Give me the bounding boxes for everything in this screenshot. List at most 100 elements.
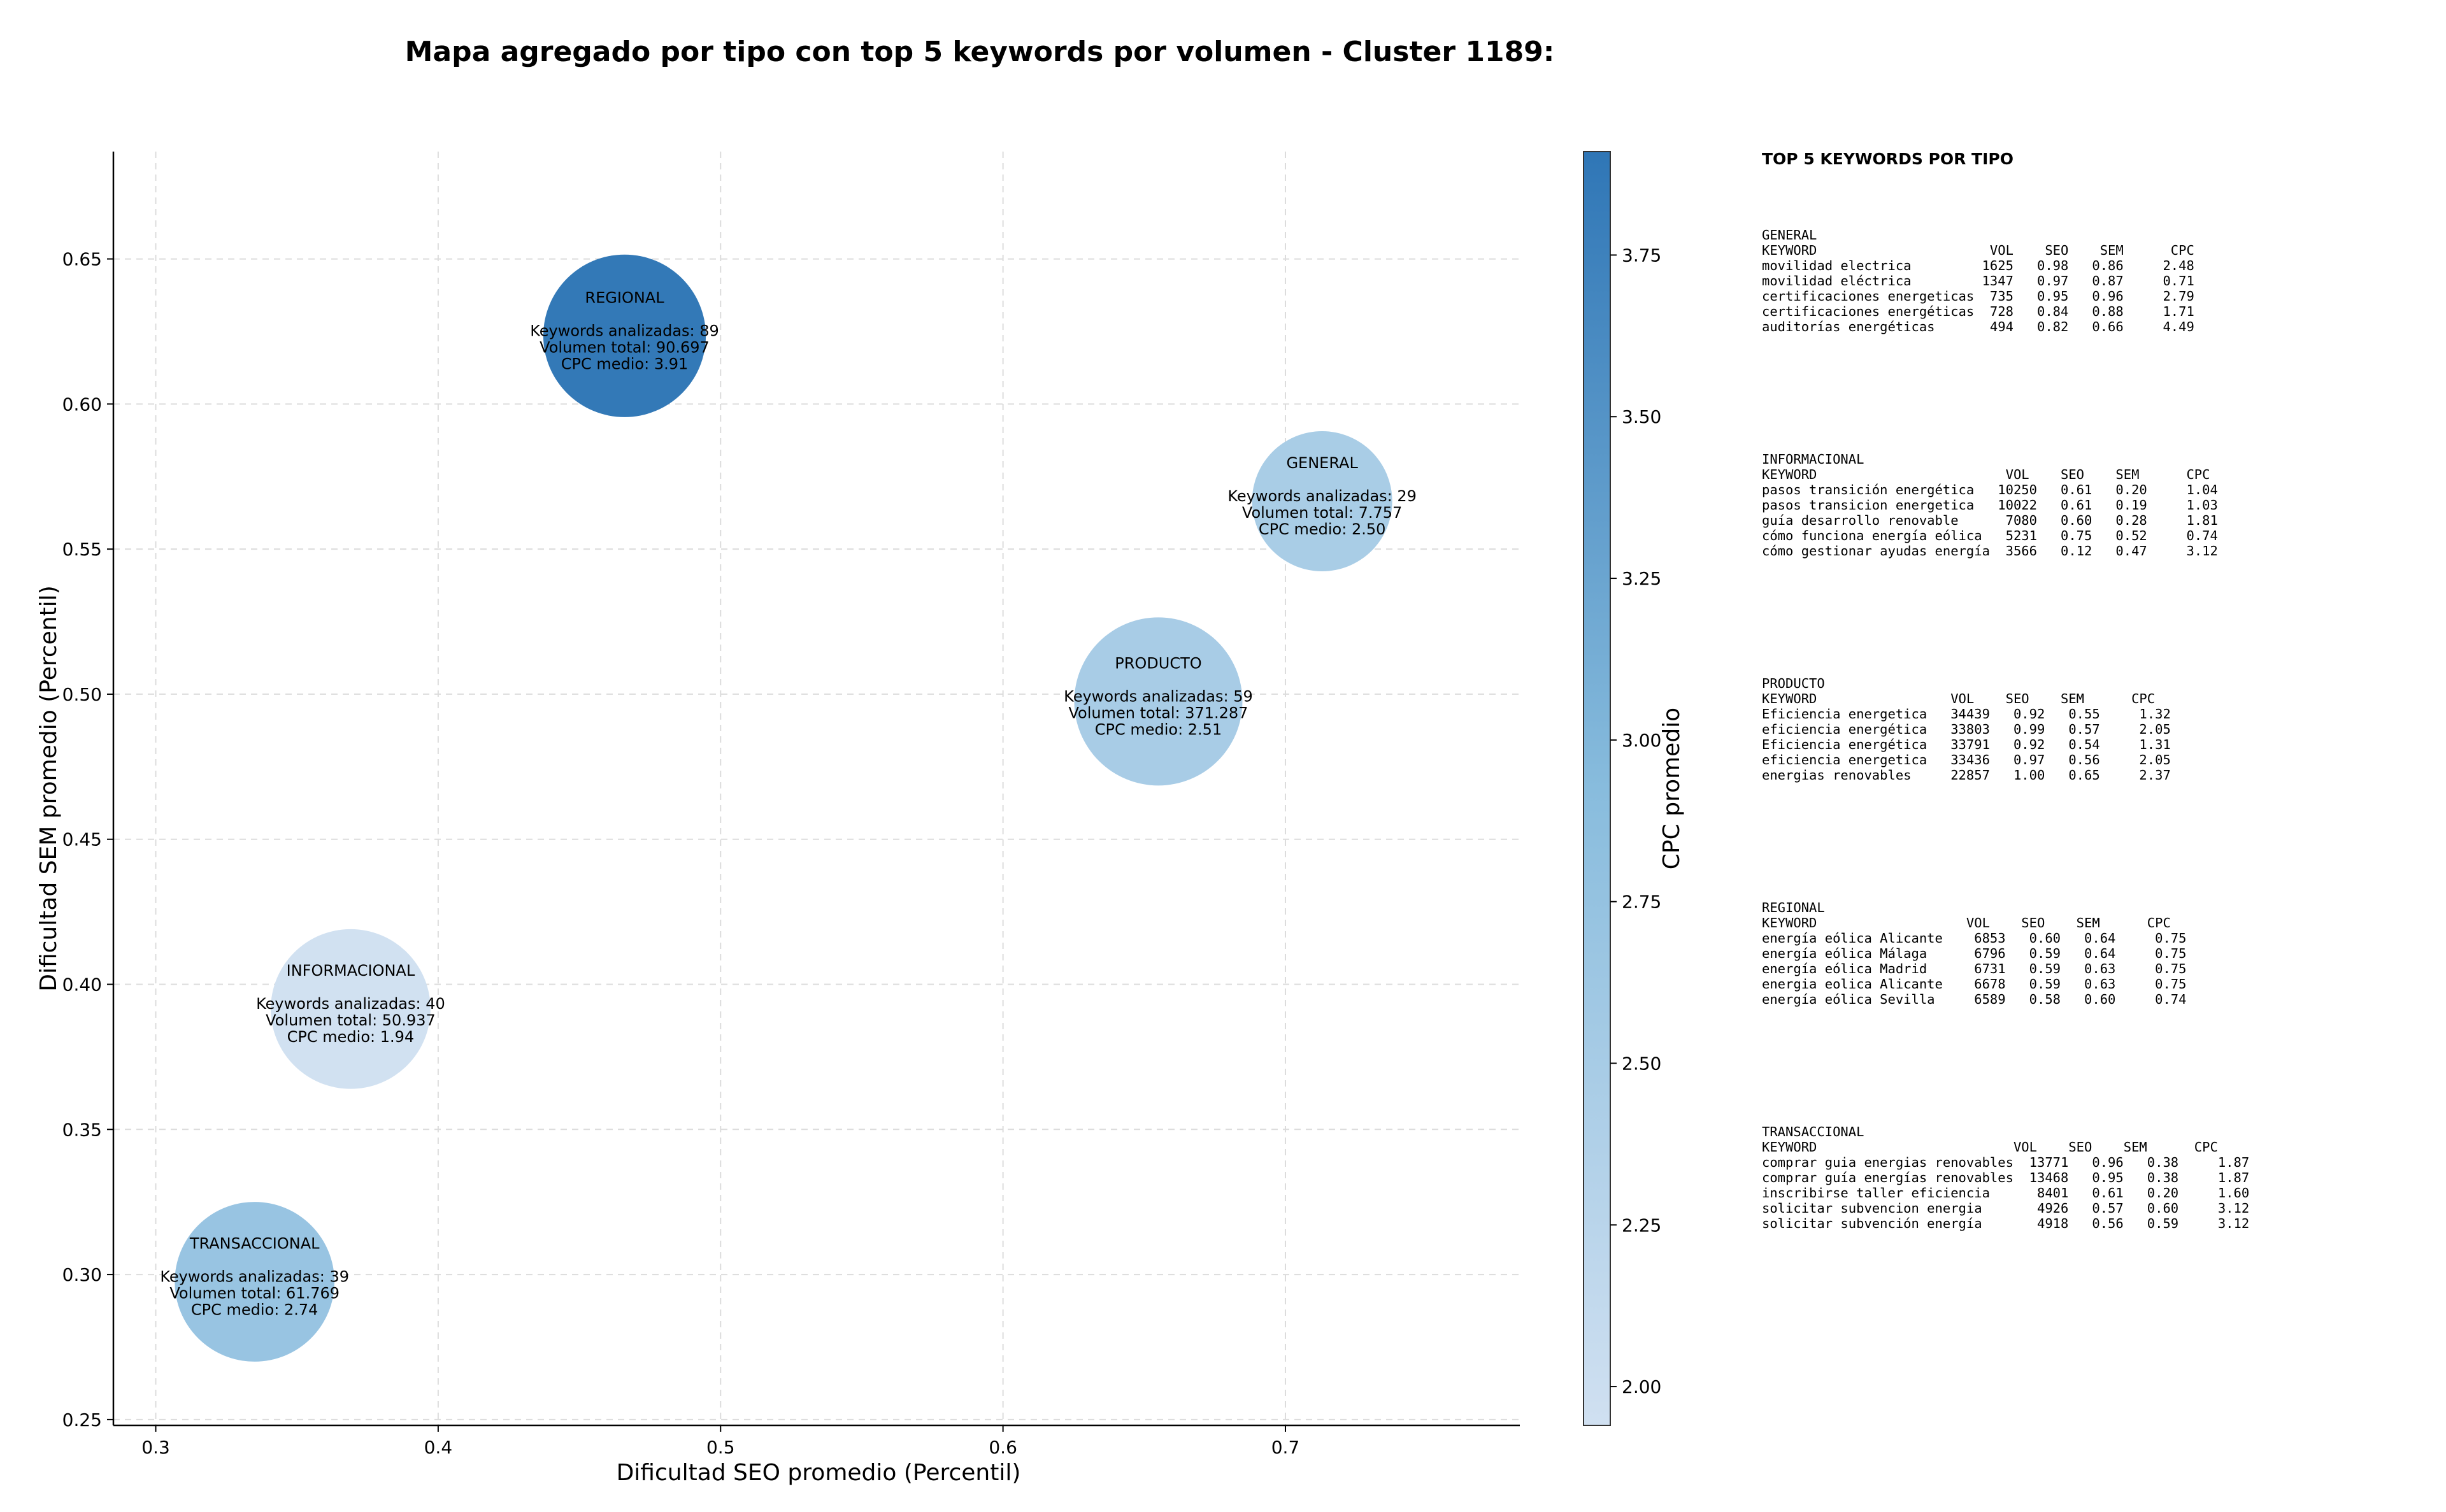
axes: 0.3 0.4 0.5 0.6 0.7 0.25 0.30 0.35 0.40 0.45 0.50 0…: [62, 152, 1520, 1458]
colorbar-tick-label: 2.00: [1622, 1376, 1661, 1397]
keywords-table-row: energía eólica Alicante 6853 0.60 0.64 0…: [1762, 931, 2186, 946]
bubble-type-label: REGIONAL: [585, 289, 664, 306]
bubble-keywords-label: Keywords analizadas: 29: [1227, 487, 1417, 505]
keywords-table-row: cómo funciona energía eólica 5231 0.75 0…: [1762, 528, 2218, 543]
keywords-block-title: GENERAL: [1762, 227, 1817, 243]
y-tick-label: 0.35: [62, 1119, 102, 1140]
keywords-table-row: comprar guía energías renovables 13468 0…: [1762, 1170, 2249, 1185]
keywords-table-header: KEYWORD VOL SEO SEM CPC: [1762, 915, 2171, 931]
keywords-table-row: energía eólica Málaga 6796 0.59 0.64 0.7…: [1762, 946, 2186, 961]
colorbar-tick-label: 2.50: [1622, 1053, 1661, 1074]
bubble-keywords-label: Keywords analizadas: 89: [530, 322, 719, 339]
y-tick-label: 0.55: [62, 539, 102, 560]
bubble-volume-label: Volumen total: 7.757: [1242, 504, 1402, 522]
x-axis-label: Dificultad SEO promedio (Percentil): [617, 1460, 1021, 1486]
y-axis-label: Dificultad SEM promedio (Percentil): [36, 585, 62, 992]
bubble-type-label: TRANSACCIONAL: [189, 1234, 320, 1252]
keywords-table-row: Eficiencia energética 33791 0.92 0.54 1.…: [1762, 737, 2171, 752]
keywords-panel-heading: TOP 5 KEYWORDS POR TIPO: [1762, 150, 2013, 168]
colorbar-tick-label: 3.50: [1622, 406, 1661, 427]
keywords-table-header: KEYWORD VOL SEO SEM CPC: [1762, 467, 2210, 482]
bubble-volume-label: Volumen total: 90.697: [540, 338, 710, 356]
bubble-type-label: INFORMACIONAL: [287, 962, 415, 980]
keywords-table-row: Eficiencia energetica 34439 0.92 0.55 1.…: [1762, 706, 2171, 722]
keywords-table-row: eficiencia energética 33803 0.99 0.57 2.…: [1762, 722, 2171, 737]
figure-title: Mapa agregado por tipo con top 5 keyword…: [405, 36, 1555, 68]
keywords-table-header: KEYWORD VOL SEO SEM CPC: [1762, 691, 2155, 706]
bubble-mark: [1074, 617, 1243, 786]
keywords-table-row: pasos transicion energetica 10022 0.61 0…: [1762, 497, 2218, 513]
colorbar-ticks: 2.00 2.25 2.50 2.75 3.00 3.25 3.50 3.75: [1610, 245, 1661, 1397]
bubble-informacional: INFORMACIONAL Keywords analizadas: 40Volu…: [256, 929, 445, 1089]
keywords-block-title: PRODUCTO: [1762, 676, 1825, 691]
keywords-table-row: energia eolica Alicante 6678 0.59 0.63 0…: [1762, 976, 2186, 992]
x-tick-label: 0.3: [141, 1437, 170, 1458]
keywords-block-title: INFORMACIONAL: [1762, 452, 1864, 467]
keywords-table-row: energias renovables 22857 1.00 0.65 2.37: [1762, 767, 2171, 783]
keywords-table-row: cómo gestionar ayudas energía 3566 0.12 …: [1762, 543, 2218, 559]
bubble-keywords-label: Keywords analizadas: 40: [256, 995, 445, 1013]
y-tick-label: 0.45: [62, 829, 102, 850]
keywords-table-row: movilidad eléctrica 1347 0.97 0.87 0.71: [1762, 273, 2194, 289]
colorbar: [1583, 151, 1611, 1426]
colorbar-tick-label: 3.75: [1622, 245, 1661, 266]
keywords-table-row: solicitar subvención energía 4918 0.56 0…: [1762, 1216, 2249, 1231]
colorbar-tick-label: 3.25: [1622, 568, 1661, 589]
colorbar-tick-label: 2.25: [1622, 1215, 1661, 1236]
bubble-mark: [1252, 431, 1392, 571]
y-tick-label: 0.60: [62, 394, 102, 415]
keywords-table-row: energía eólica Madrid 6731 0.59 0.63 0.7…: [1762, 961, 2186, 976]
colorbar-label: CPC promedio: [1659, 708, 1685, 869]
bubble-cpc-label: CPC medio: 2.51: [1095, 720, 1222, 738]
y-tick-label: 0.40: [62, 974, 102, 995]
keywords-table-row: movilidad electrica 1625 0.98 0.86 2.48: [1762, 258, 2194, 273]
keywords-table-row: pasos transición energética 10250 0.61 0…: [1762, 482, 2218, 497]
y-tick-label: 0.50: [62, 684, 102, 705]
bubble-cpc-label: CPC medio: 1.94: [287, 1028, 415, 1046]
colorbar-tick-label: 2.75: [1622, 892, 1661, 913]
keywords-table-row: eficiencia energetica 33436 0.97 0.56 2.…: [1762, 752, 2171, 767]
keywords-table-row: auditorías energéticas 494 0.82 0.66 4.4…: [1762, 319, 2194, 334]
keywords-table-row: energía eólica Sevilla 6589 0.58 0.60 0.…: [1762, 992, 2186, 1007]
bubble-cpc-label: CPC medio: 3.91: [561, 355, 689, 373]
bubble-mark: [271, 929, 431, 1089]
x-tick-label: 0.5: [706, 1437, 735, 1458]
keywords-table-header: KEYWORD VOL SEO SEM CPC: [1762, 1139, 2218, 1155]
x-tick-label: 0.4: [424, 1437, 453, 1458]
keywords-table-row: certificaciones energeticas 735 0.95 0.9…: [1762, 289, 2194, 304]
bubble-volume-label: Volumen total: 50.937: [266, 1011, 436, 1029]
bubble-mark: [175, 1202, 335, 1362]
keywords-table-row: guía desarrollo renovable 7080 0.60 0.28…: [1762, 513, 2218, 528]
x-tick-label: 0.6: [989, 1437, 1017, 1458]
bubble-volume-label: Volumen total: 371.287: [1069, 704, 1248, 722]
bubble-volume-label: Volumen total: 61.769: [169, 1284, 340, 1302]
bubble-keywords-label: Keywords analizadas: 59: [1064, 687, 1253, 705]
bubble-transaccional: TRANSACCIONAL Keywords analizadas: 39Volu…: [160, 1202, 349, 1362]
bubble-cpc-label: CPC medio: 2.50: [1259, 520, 1386, 538]
keywords-block-title: REGIONAL: [1762, 900, 1825, 915]
bubble-keywords-label: Keywords analizadas: 39: [160, 1267, 349, 1285]
keywords-table-row: certificaciones energéticas 728 0.84 0.8…: [1762, 304, 2194, 319]
grid: [113, 152, 1520, 1425]
y-tick-label: 0.30: [62, 1264, 102, 1285]
bubble-type-label: GENERAL: [1286, 454, 1358, 472]
y-tick-label: 0.25: [62, 1409, 102, 1430]
colorbar-tick-label: 3.00: [1622, 730, 1661, 751]
keywords-table-row: comprar guia energias renovables 13771 0…: [1762, 1155, 2249, 1170]
y-tick-label: 0.65: [62, 249, 102, 270]
bubble-cpc-label: CPC medio: 2.74: [191, 1301, 318, 1318]
keywords-table-header: KEYWORD VOL SEO SEM CPC: [1762, 243, 2194, 258]
x-tick-label: 0.7: [1271, 1437, 1300, 1458]
keywords-block-title: TRANSACCIONAL: [1762, 1124, 1864, 1139]
